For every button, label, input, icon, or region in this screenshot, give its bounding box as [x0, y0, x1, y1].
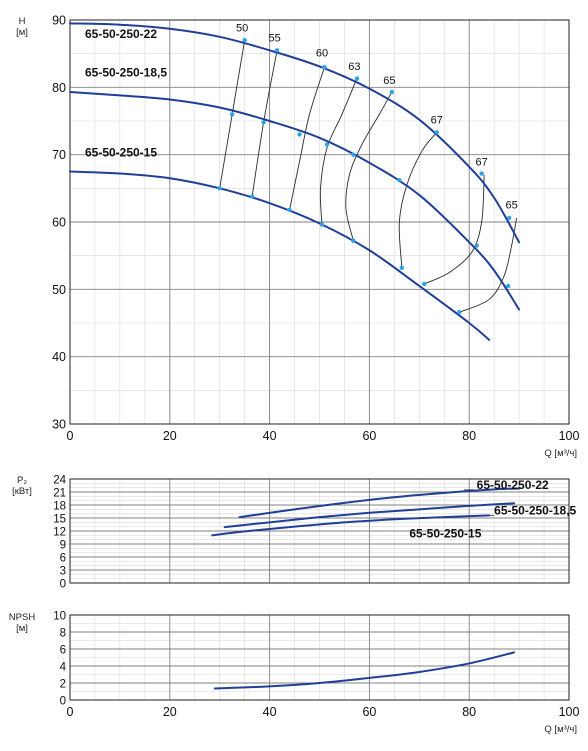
- efficiency-marker: [229, 112, 235, 117]
- efficiency-marker: [319, 222, 325, 227]
- efficiency-marker: [354, 76, 360, 81]
- npsh-xlabel: Q [м³/ч]: [544, 724, 577, 735]
- npsh-xtick-label: 20: [163, 705, 177, 719]
- head-xtick-label: 0: [67, 429, 74, 443]
- power-ylabel: [кВт]: [12, 486, 32, 497]
- npsh-xtick-label: 80: [462, 705, 476, 719]
- power-ytick-label: 6: [60, 553, 66, 565]
- efficiency-marker: [389, 89, 395, 95]
- efficiency-isoline-3: [319, 78, 358, 225]
- efficiency-label: 65: [383, 75, 395, 87]
- head-ylabel: H: [19, 16, 26, 27]
- head-ytick-label: 40: [52, 350, 66, 364]
- head-series-line-1: [69, 91, 521, 311]
- efficiency-marker: [261, 120, 266, 125]
- efficiency-label: 65: [505, 200, 517, 212]
- npsh-xtick-label: 60: [362, 705, 376, 719]
- npsh-ytick-label: 8: [60, 628, 66, 640]
- efficiency-marker: [274, 48, 280, 53]
- power-ytick-label: 24: [53, 475, 66, 487]
- efficiency-marker: [324, 142, 330, 147]
- efficiency-marker: [434, 130, 439, 135]
- head-series-line-2: [69, 170, 491, 341]
- head-series-label: 65-50-250-22: [85, 27, 157, 41]
- npsh-ytick-label: 2: [60, 679, 66, 691]
- power-series-line-1: [223, 502, 516, 529]
- head-xtick-label: 80: [462, 429, 476, 443]
- efficiency-marker: [505, 283, 511, 289]
- head-xtick-label: 40: [263, 429, 277, 443]
- head-ytick-label: 60: [52, 216, 66, 230]
- head-ytick-label: 80: [52, 81, 66, 95]
- efficiency-marker: [351, 152, 356, 157]
- efficiency-isoline-5: [398, 132, 438, 268]
- head-xtick-label: 60: [362, 429, 376, 443]
- power-series-label: 65-50-250-22: [477, 478, 549, 492]
- efficiency-label: 63: [348, 61, 360, 73]
- power-series-line-0: [238, 487, 521, 519]
- efficiency-label: 50: [236, 22, 248, 34]
- power-ytick-label: 15: [53, 514, 66, 526]
- efficiency-marker: [479, 171, 484, 176]
- npsh-ylabel: [м]: [16, 623, 28, 634]
- power-ytick-label: 18: [53, 501, 66, 513]
- efficiency-marker: [351, 238, 356, 244]
- npsh-xtick-label: 40: [263, 705, 277, 719]
- head-ytick-label: 30: [52, 418, 66, 432]
- head-series-line-0: [69, 22, 521, 244]
- power-ytick-label: 3: [60, 566, 66, 578]
- head-xtick-label: 20: [163, 429, 177, 443]
- head-xtick-label: 100: [559, 429, 580, 443]
- power-ytick-label: 12: [53, 527, 66, 539]
- efficiency-isoline-4: [345, 91, 393, 241]
- power-plot-frame: [69, 478, 570, 584]
- efficiency-label: 67: [431, 115, 443, 127]
- head-series-label: 65-50-250-18,5: [85, 66, 167, 80]
- efficiency-marker: [217, 186, 222, 191]
- efficiency-marker: [287, 207, 292, 213]
- npsh-series-line-0: [213, 651, 516, 690]
- head-ylabel: [м]: [16, 27, 28, 38]
- efficiency-label: 67: [476, 156, 488, 168]
- efficiency-marker: [322, 64, 327, 70]
- power-ytick-label: 9: [60, 540, 66, 552]
- efficiency-label: 55: [268, 33, 280, 45]
- npsh-ytick-label: 6: [60, 645, 66, 657]
- efficiency-marker: [506, 215, 512, 221]
- efficiency-marker: [242, 38, 247, 43]
- power-ytick-label: 21: [53, 488, 66, 500]
- efficiency-isoline-7: [459, 217, 518, 313]
- head-ytick-label: 70: [52, 148, 66, 162]
- npsh-ytick-label: 10: [53, 611, 66, 623]
- head-plot-frame: [69, 19, 570, 425]
- efficiency-marker: [474, 243, 479, 248]
- efficiency-label: 60: [316, 47, 328, 59]
- efficiency-marker: [457, 310, 462, 315]
- npsh-xtick-label: 0: [67, 705, 74, 719]
- efficiency-isoline-6: [424, 174, 485, 285]
- head-ytick-label: 50: [52, 283, 66, 297]
- npsh-xtick-label: 100: [559, 705, 580, 719]
- npsh-ylabel: NPSH: [9, 612, 36, 623]
- power-ytick-label: 0: [60, 579, 66, 591]
- efficiency-marker: [297, 132, 302, 137]
- npsh-ytick-label: 4: [60, 662, 67, 674]
- power-series-line-2: [211, 514, 491, 537]
- efficiency-marker: [249, 194, 255, 199]
- head-ytick-label: 90: [52, 14, 66, 28]
- power-ylabel: P₂: [17, 475, 27, 486]
- efficiency-marker: [399, 265, 405, 270]
- npsh-plot-frame: [69, 614, 570, 701]
- power-series-label: 65-50-250-18,5: [494, 504, 576, 518]
- head-xlabel: Q [м³/ч]: [544, 448, 577, 459]
- efficiency-isoline-2: [289, 66, 325, 210]
- head-series-label: 65-50-250-15: [85, 146, 157, 160]
- power-series-label: 65-50-250-15: [409, 527, 481, 541]
- efficiency-marker: [422, 281, 427, 287]
- efficiency-marker: [397, 178, 402, 183]
- npsh-ytick-label: 0: [60, 696, 66, 708]
